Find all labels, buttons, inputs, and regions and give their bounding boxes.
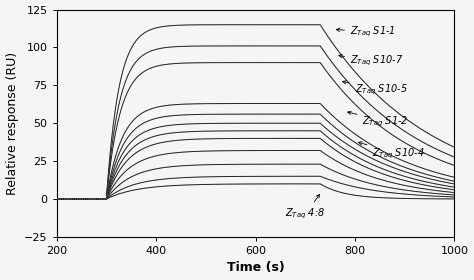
Y-axis label: Relative response (RU): Relative response (RU) [6, 52, 18, 195]
Text: $Z_{Taq}$ S10-5: $Z_{Taq}$ S10-5 [343, 81, 408, 97]
Text: $Z_{Taq}$ S1-1: $Z_{Taq}$ S1-1 [337, 25, 396, 39]
Text: $Z_{Taq}$ S10-7: $Z_{Taq}$ S10-7 [339, 54, 403, 68]
Text: $Z_{Taq}$ 4:8: $Z_{Taq}$ 4:8 [285, 194, 326, 221]
X-axis label: Time (s): Time (s) [227, 262, 284, 274]
Text: $Z_{Taq}$ S10-4: $Z_{Taq}$ S10-4 [358, 142, 425, 161]
Text: $Z_{Taq}$ S1-2: $Z_{Taq}$ S1-2 [347, 111, 409, 129]
